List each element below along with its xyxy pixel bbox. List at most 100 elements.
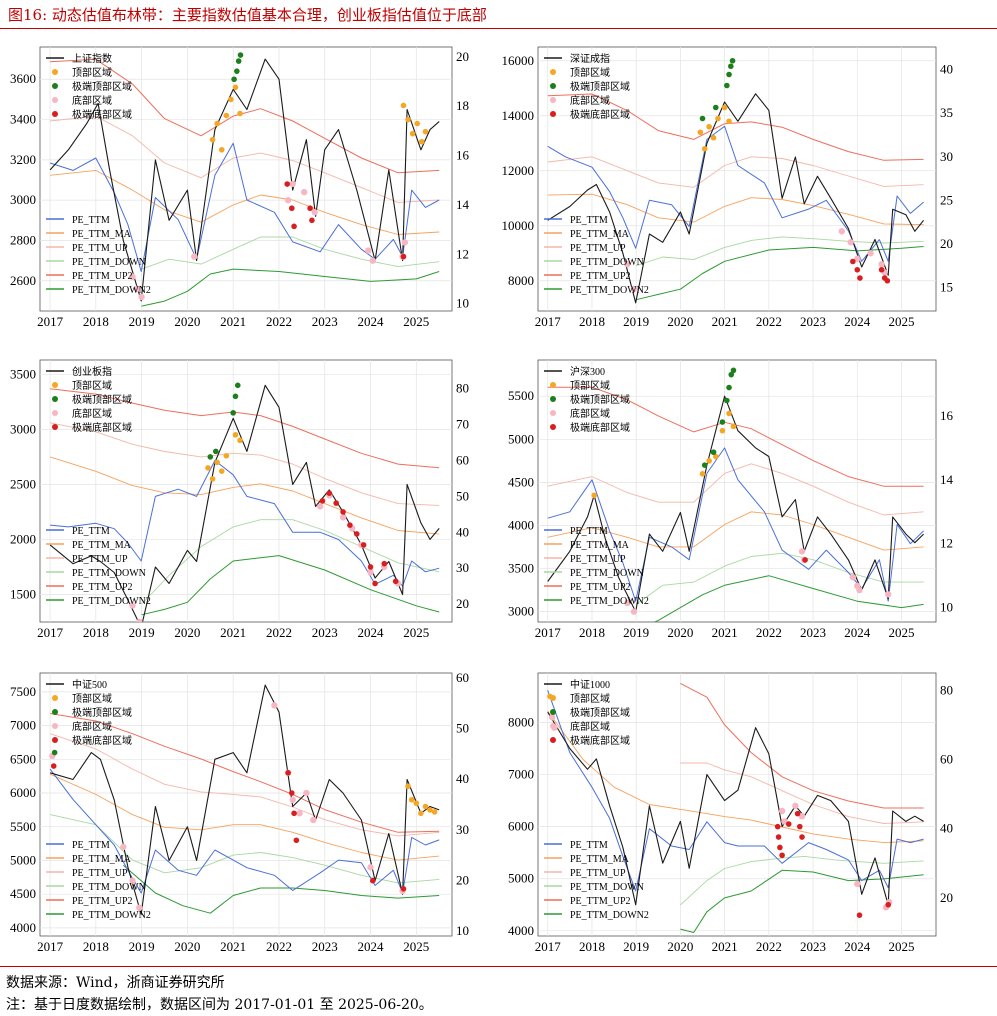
- marker-bottom-zone: [138, 293, 145, 301]
- marker-top-zone: [706, 123, 712, 130]
- chart-panel-3: 2017 2018 2019 2020 2021 2022 2023 2024 2025 1500…: [10, 359, 469, 640]
- legend-label-down: PE_TTM_DOWN: [72, 568, 146, 579]
- series-line-up2: [50, 388, 440, 469]
- marker-extreme-bottom: [353, 531, 360, 537]
- chart-panel-2: 2017 2018 2019 2020 2021 2022 2023 2024 20258000…: [502, 46, 953, 329]
- right-tick-label: 35: [940, 105, 953, 120]
- legend-label-top-zone: 顶部区域: [72, 379, 112, 392]
- marker-extreme-bottom: [854, 266, 861, 273]
- series-line-down: [635, 552, 924, 605]
- marker-bottom-zone: [120, 843, 127, 851]
- x-tick-label: 2020: [667, 939, 693, 954]
- marker-extreme-bottom: [284, 181, 291, 187]
- x-tick-label: 2025: [403, 939, 429, 954]
- legend-label-extreme-bottom: 极端底部区域: [72, 421, 132, 434]
- right-tick-label: 20: [456, 872, 469, 887]
- x-tick-label: 2024: [844, 314, 871, 329]
- legend-label-ma: PE_TTM_MA: [72, 854, 132, 865]
- marker-extreme-bottom: [288, 205, 295, 212]
- right-tick-label: 16: [940, 408, 954, 423]
- series-line-up: [547, 156, 924, 188]
- right-tick-label: 16: [456, 148, 470, 163]
- marker-bottom-zone: [856, 586, 863, 594]
- left-tick-label: 5000: [10, 852, 36, 867]
- right-tick-label: 30: [940, 149, 953, 164]
- series-line-up: [49, 733, 440, 837]
- left-tick-label: 5500: [508, 388, 534, 403]
- x-tick-label: 2019: [623, 939, 649, 954]
- series-line-down2: [141, 555, 440, 616]
- legend-label-bottom-zone: 底部区域: [72, 407, 112, 420]
- x-tick-label: 2019: [129, 939, 155, 954]
- marker-bottom-zone: [401, 239, 409, 246]
- marker-bottom-zone: [129, 602, 136, 609]
- left-tick-label: 8000: [508, 714, 534, 729]
- right-tick-label: 12: [456, 246, 469, 261]
- marker-bottom-zone: [136, 904, 143, 911]
- x-tick-label: 2024: [844, 939, 871, 954]
- series-line-up: [50, 422, 440, 506]
- marker-extreme-bottom: [400, 885, 407, 892]
- marker-extreme-bottom: [856, 912, 863, 918]
- left-tick-label: 7500: [10, 684, 36, 699]
- legend-label-extreme-top: 极端顶部区域: [72, 706, 132, 719]
- series-line-up: [680, 762, 924, 824]
- right-tick-label: 40: [456, 524, 469, 539]
- marker-bottom-zone: [798, 548, 806, 555]
- legend-bands: PE_TTM PE_TTM_MA PE_TTM_UP PE_TTM_DOWN PE_TT…: [46, 840, 151, 921]
- left-tick-label: 3200: [10, 152, 36, 167]
- marker-top-zone: [418, 138, 425, 145]
- marker-top-zone: [706, 458, 712, 464]
- left-tick-label: 3600: [10, 71, 36, 86]
- marker-extreme-bottom: [326, 490, 333, 497]
- marker-bottom-zone: [781, 818, 788, 825]
- legend-index-name: 深证成指: [570, 52, 610, 65]
- marker-top-zone: [710, 134, 717, 141]
- marker-extreme-top: [726, 71, 732, 78]
- marker-top-zone: [726, 118, 732, 125]
- marker-extreme-top: [51, 749, 58, 756]
- marker-extreme-bottom: [392, 578, 399, 585]
- legend-label-top-zone: 顶部区域: [570, 66, 610, 79]
- left-tick-label: 2500: [10, 476, 36, 491]
- right-tick-label: 70: [456, 417, 469, 432]
- marker-extreme-top: [712, 104, 719, 111]
- left-tick-label: 4000: [10, 920, 36, 935]
- series-line-down: [680, 855, 924, 906]
- x-tick-label: 2021: [220, 314, 246, 329]
- series-line-index: [49, 384, 440, 622]
- marker-bottom-zone: [369, 257, 377, 264]
- marker-top-zone: [719, 427, 726, 434]
- marker-bottom-zone: [867, 250, 874, 257]
- left-tick-label: 6000: [508, 819, 534, 834]
- right-tick-label: 30: [456, 560, 469, 575]
- marker-extreme-top: [234, 68, 240, 74]
- series-line-up2: [50, 58, 440, 174]
- legend-label-extreme-bottom: 极端底部区域: [570, 421, 630, 434]
- legend-marker-bottom-zone: [52, 410, 58, 416]
- series-line-down: [141, 519, 440, 605]
- marker-bottom-zone: [310, 816, 317, 824]
- series-line-up2: [547, 93, 924, 161]
- series-line-index: [547, 93, 925, 304]
- series-line-up: [547, 463, 924, 516]
- x-tick-label: 2017: [37, 625, 64, 640]
- marker-top-zone: [591, 492, 597, 499]
- marker-top-zone: [209, 476, 216, 482]
- marker-bottom-zone: [624, 599, 631, 607]
- marker-bottom-zone: [365, 247, 372, 254]
- marker-top-zone: [422, 128, 429, 135]
- x-tick-label: 2020: [667, 625, 693, 640]
- left-tick-label: 5000: [508, 871, 534, 886]
- legend-label-top-zone: 顶部区域: [72, 692, 112, 705]
- left-tick-label: 7000: [10, 718, 36, 733]
- plot-area: [39, 46, 453, 312]
- series-line-down2: [680, 869, 924, 933]
- right-tick-label: 15: [940, 279, 953, 294]
- marker-bottom-zone: [630, 285, 638, 293]
- left-tick-label: 6500: [10, 751, 36, 766]
- legend-label-down2: PE_TTM_DOWN2: [72, 596, 151, 607]
- series-line-down2: [636, 246, 924, 301]
- marker-top-zone: [431, 809, 438, 815]
- right-tick-label: 25: [940, 192, 953, 207]
